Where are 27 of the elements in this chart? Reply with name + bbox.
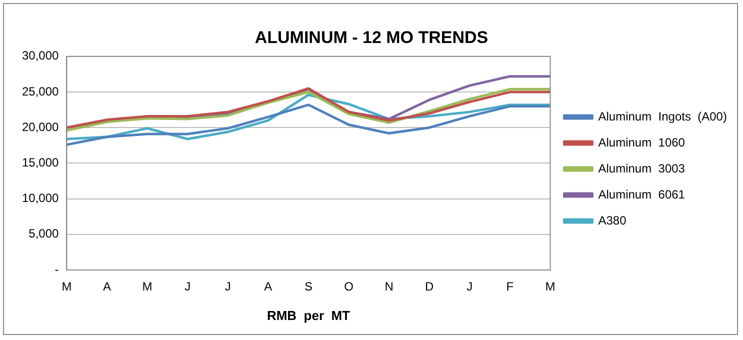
y-tick-label: -: [54, 262, 59, 276]
y-tick-label: 5,000: [28, 226, 60, 241]
legend-label: Aluminum Ingots (A00): [598, 109, 727, 124]
x-tick-label: J: [466, 280, 473, 294]
x-tick-label: J: [224, 280, 231, 294]
x-tick-label: J: [184, 280, 191, 294]
x-tick-label: M: [62, 280, 72, 294]
y-tick-label: 20,000: [22, 120, 60, 134]
x-tick-label: O: [344, 280, 354, 294]
x-axis-title: RMB per MT: [266, 308, 350, 323]
legend-label: Aluminum 1060: [598, 135, 686, 150]
x-tick-label: A: [264, 280, 272, 294]
x-tick-label: F: [506, 280, 514, 294]
chart-title: ALUMINUM - 12 MO TRENDS: [254, 28, 488, 47]
x-tick-label: N: [384, 280, 394, 294]
x-tick-label: M: [545, 280, 556, 294]
x-tick-label: A: [102, 280, 112, 294]
legend-label: Aluminum 3003: [598, 161, 686, 176]
x-tick-label: M: [142, 280, 152, 294]
y-tick-label: 25,000: [22, 84, 60, 98]
x-tick-label: D: [425, 280, 434, 294]
legend-label: Aluminum 6061: [598, 187, 686, 202]
y-tick-label: 30,000: [22, 48, 60, 63]
y-tick-label: 10,000: [22, 191, 60, 206]
legend-label: A380: [598, 213, 627, 228]
x-tick-label: S: [304, 280, 312, 294]
y-tick-label: 15,000: [22, 156, 60, 170]
